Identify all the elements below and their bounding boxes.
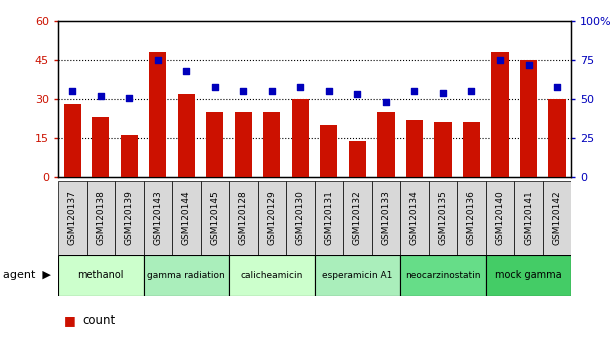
Text: GSM120129: GSM120129 (268, 190, 276, 245)
Bar (378, 112, 395, 177)
Text: GSM120132: GSM120132 (353, 190, 362, 245)
Point (353, 92, 362, 97)
Bar (200, 181, 229, 255)
Point (267, 88, 277, 94)
Bar (207, 112, 224, 177)
Point (467, 88, 477, 94)
Text: GSM120134: GSM120134 (410, 190, 419, 245)
Text: methanol: methanol (78, 270, 124, 280)
Text: neocarzinostatin: neocarzinostatin (405, 271, 481, 280)
Bar (235, 112, 252, 177)
Text: GSM120142: GSM120142 (552, 190, 562, 245)
Bar (400, 255, 486, 296)
Bar (486, 255, 571, 296)
Bar (549, 99, 566, 177)
Text: GSM120141: GSM120141 (524, 190, 533, 245)
Text: GSM120135: GSM120135 (439, 190, 447, 245)
Point (96, 93, 106, 99)
Bar (520, 60, 537, 177)
Bar (58, 255, 144, 296)
Text: GSM120145: GSM120145 (210, 190, 219, 245)
Text: GSM120144: GSM120144 (182, 190, 191, 245)
Point (438, 90, 448, 96)
Bar (400, 181, 429, 255)
Bar (87, 181, 115, 255)
Bar (543, 181, 571, 255)
Bar (486, 181, 514, 255)
Bar (58, 181, 87, 255)
Bar (258, 181, 286, 255)
Bar (463, 122, 480, 177)
Bar (92, 117, 109, 177)
Bar (229, 255, 315, 296)
Bar (406, 120, 423, 177)
Text: GSM120143: GSM120143 (153, 190, 163, 245)
Bar (429, 181, 457, 255)
Point (238, 88, 248, 94)
Text: GSM120137: GSM120137 (68, 190, 77, 245)
Text: GSM120128: GSM120128 (239, 190, 248, 245)
Text: GSM120133: GSM120133 (381, 190, 390, 245)
Point (181, 68, 191, 74)
Text: count: count (82, 314, 115, 327)
Bar (315, 255, 400, 296)
Text: gamma radiation: gamma radiation (147, 271, 225, 280)
Text: GSM120136: GSM120136 (467, 190, 476, 245)
Bar (434, 122, 452, 177)
Bar (149, 52, 166, 177)
Bar (172, 181, 200, 255)
Bar (349, 141, 366, 177)
Text: GSM120131: GSM120131 (324, 190, 334, 245)
Bar (229, 181, 258, 255)
Bar (144, 181, 172, 255)
Point (524, 62, 533, 68)
Point (296, 84, 306, 90)
Point (495, 57, 505, 63)
Text: calicheamicin: calicheamicin (241, 271, 303, 280)
Point (381, 99, 391, 105)
Bar (178, 94, 195, 177)
Point (324, 88, 334, 94)
Text: esperamicin A1: esperamicin A1 (322, 271, 393, 280)
Text: ■: ■ (64, 314, 76, 327)
Bar (457, 181, 486, 255)
Bar (144, 255, 229, 296)
Bar (121, 136, 138, 177)
Point (210, 84, 220, 90)
Text: mock gamma: mock gamma (495, 270, 562, 280)
Text: GSM120130: GSM120130 (296, 190, 305, 245)
Bar (315, 181, 343, 255)
Text: agent  ▶: agent ▶ (3, 270, 51, 280)
Point (67, 88, 77, 94)
Text: GSM120140: GSM120140 (496, 190, 505, 245)
Bar (286, 181, 315, 255)
Text: GSM120139: GSM120139 (125, 190, 134, 245)
Text: GSM120138: GSM120138 (97, 190, 105, 245)
Bar (320, 125, 337, 177)
Point (125, 95, 134, 101)
Bar (292, 99, 309, 177)
Point (552, 84, 562, 90)
Bar (64, 104, 81, 177)
Bar (115, 181, 144, 255)
Bar (343, 181, 371, 255)
Bar (514, 181, 543, 255)
Bar (371, 181, 400, 255)
Bar (263, 112, 280, 177)
Point (409, 88, 419, 94)
Point (153, 57, 163, 63)
Bar (491, 52, 508, 177)
